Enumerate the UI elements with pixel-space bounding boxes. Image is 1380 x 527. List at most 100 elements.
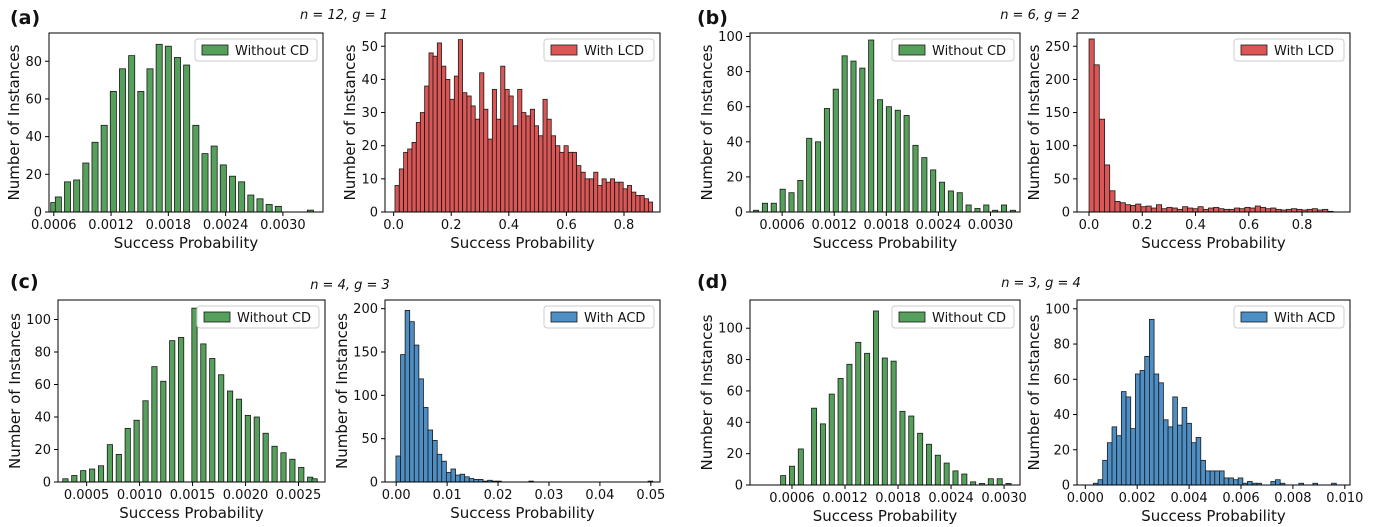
bar [996, 478, 1003, 485]
y-tick-label: 20 [361, 139, 378, 154]
x-tick-label: 0.6 [1238, 218, 1259, 233]
bar [253, 416, 260, 482]
y-tick-label: 200 [353, 302, 378, 317]
y-tick-label: 0 [1062, 479, 1070, 494]
y-tick-label: 0 [1062, 206, 1070, 221]
bar [934, 454, 941, 485]
bar [274, 205, 282, 212]
bar [1213, 206, 1220, 212]
chart-a-left: 0.0006 0.0012 0.0018 0.0024 0.0030 0 20 40 60 80 S… [5, 32, 324, 252]
bar [280, 452, 287, 482]
x-tick-label: 0.4 [1185, 218, 1206, 233]
panel-a-params: n = 12, g = 1 [300, 8, 388, 23]
x-tick-label: 0.000 [1067, 491, 1104, 506]
bar [1205, 470, 1211, 485]
bar [1106, 442, 1113, 485]
chart-c-left: 0.0005 0.0010 0.0015 0.0020 0.0025 0 20 40 60 80 1… [6, 299, 326, 522]
bar [427, 429, 434, 482]
bar [403, 151, 409, 212]
y-tick-label: 10 [361, 172, 378, 187]
bar [1195, 437, 1202, 485]
legend-swatch [203, 311, 231, 323]
x-axis-label: Success Probability [119, 504, 264, 522]
panel-a-letter: (a) [10, 7, 40, 29]
y-tick-label: 20 [25, 168, 42, 183]
bar [192, 124, 200, 212]
bar [449, 98, 455, 212]
y-tick-label: 60 [726, 384, 743, 399]
bar [815, 141, 822, 212]
bar [770, 202, 777, 212]
y-tick-label: 0 [735, 479, 743, 494]
plot-frame [749, 299, 1021, 486]
y-axis-label: Number of Instances [333, 313, 351, 469]
bar [500, 65, 506, 212]
x-axis-label: Success Probability [1141, 507, 1286, 525]
x-tick-label: 0.0030 [981, 491, 1027, 506]
bars-a-right [394, 39, 654, 212]
bar [1149, 318, 1155, 485]
plot-frame [1076, 32, 1351, 213]
bar [137, 91, 145, 212]
legend-label: Without CD [932, 44, 1006, 59]
bar [418, 378, 424, 482]
bars-b-right [1088, 38, 1334, 212]
x-axis-label: Success Probability [114, 234, 259, 252]
bar [571, 151, 577, 212]
legend: With ACD [1233, 305, 1345, 329]
bar [819, 423, 826, 485]
legend-label: With ACD [1274, 311, 1335, 326]
bar [238, 181, 246, 212]
bar [483, 108, 489, 212]
bar [609, 178, 615, 212]
bar [567, 151, 573, 212]
panel-c-params: n = 4, g = 3 [310, 278, 390, 293]
bar [423, 407, 429, 482]
x-tick-label: 0.0010 [117, 488, 163, 503]
legend-box [543, 305, 655, 329]
legend-label: Without CD [932, 311, 1006, 326]
y-tick-label: 40 [361, 73, 378, 88]
bar [1130, 428, 1136, 485]
y-tick-label: 100 [26, 313, 51, 328]
plot-frame [57, 299, 326, 483]
x-tick-label: 0.8 [1292, 218, 1313, 233]
bar [908, 415, 915, 485]
bar [457, 39, 463, 212]
bar [445, 79, 451, 212]
bar [529, 108, 535, 212]
x-tick-label: 0.0006 [31, 218, 77, 233]
y-axis-label: Number of Instances [5, 44, 23, 200]
bar [495, 118, 501, 212]
legend-label: Without CD [237, 311, 311, 326]
legend-label: Without CD [235, 44, 309, 59]
bar [1109, 190, 1116, 212]
y-tick-label: 60 [34, 378, 51, 393]
x-tick-label: 0.2 [441, 218, 462, 233]
bar [1134, 373, 1141, 485]
legend-label: With LCD [584, 44, 644, 59]
bar [828, 393, 835, 485]
bar [542, 98, 548, 212]
bar [1163, 419, 1169, 485]
bar [1145, 205, 1152, 212]
bar [1140, 206, 1147, 212]
legend-swatch [1240, 44, 1268, 56]
bar [183, 64, 191, 212]
chart-b-right: 0.0 0.2 0.4 0.6 0.8 0 50 100 150 200 250 Success Pr… [1025, 32, 1351, 252]
x-tick-label: 0.0024 [203, 218, 249, 233]
bar [943, 462, 950, 485]
y-axis-label: Number of Instances [698, 44, 716, 200]
x-tick-label: 0.00 [382, 488, 411, 503]
bar [779, 188, 786, 212]
bar [450, 468, 456, 482]
bar [201, 153, 209, 212]
legend: Without CD [891, 38, 1015, 62]
x-tick-label: 0.05 [636, 488, 665, 503]
bar [837, 377, 844, 485]
bar [1223, 477, 1230, 485]
bar [151, 366, 158, 482]
x-tick-label: 0.02 [484, 488, 513, 503]
bar [298, 466, 305, 482]
